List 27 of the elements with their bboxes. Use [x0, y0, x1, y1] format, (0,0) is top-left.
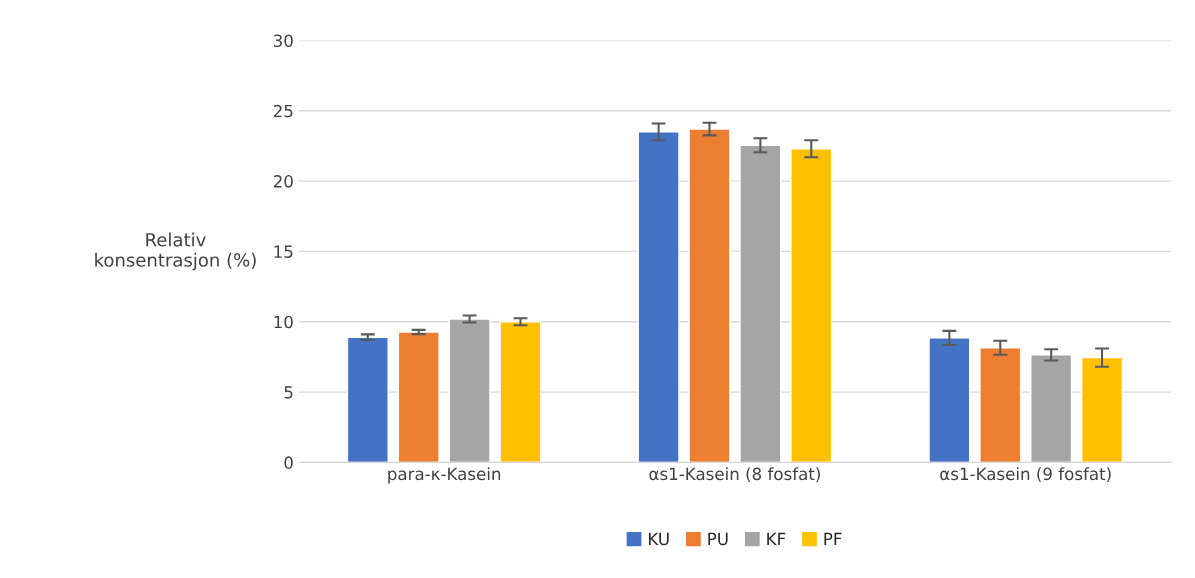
bar — [928, 337, 971, 463]
y-tick-label: 25 — [273, 104, 293, 118]
bar — [346, 336, 389, 463]
bar — [637, 131, 680, 463]
legend-label: KU — [649, 532, 669, 546]
bar — [688, 128, 731, 463]
legend-label: PU — [708, 532, 728, 546]
bar — [979, 347, 1022, 463]
bar — [1080, 356, 1124, 463]
y-tick-label: 30 — [273, 34, 293, 48]
y-tick-label: 20 — [273, 175, 293, 188]
legend-label: KF — [767, 532, 786, 545]
y-tick-label: 10 — [274, 315, 293, 329]
y-tick-label: 0 — [284, 456, 293, 469]
bar — [790, 148, 833, 463]
x-tick-label: αs1-Kasein (9 fosfat) — [940, 467, 1111, 483]
y-axis-title: Relativ konsentrasjon (%) — [95, 232, 256, 271]
legend-label: PF — [824, 532, 842, 545]
bar — [448, 318, 491, 463]
y-tick-label: 5 — [284, 386, 293, 399]
x-tick-label: αs1-Kasein (8 fosfat) — [649, 467, 820, 483]
bar — [397, 331, 440, 463]
bar — [499, 321, 542, 463]
x-tick-label: para-κ-Kasein — [388, 467, 501, 484]
y-tick-label: 15 — [274, 245, 293, 258]
bar — [1030, 354, 1073, 463]
bar — [739, 144, 782, 463]
